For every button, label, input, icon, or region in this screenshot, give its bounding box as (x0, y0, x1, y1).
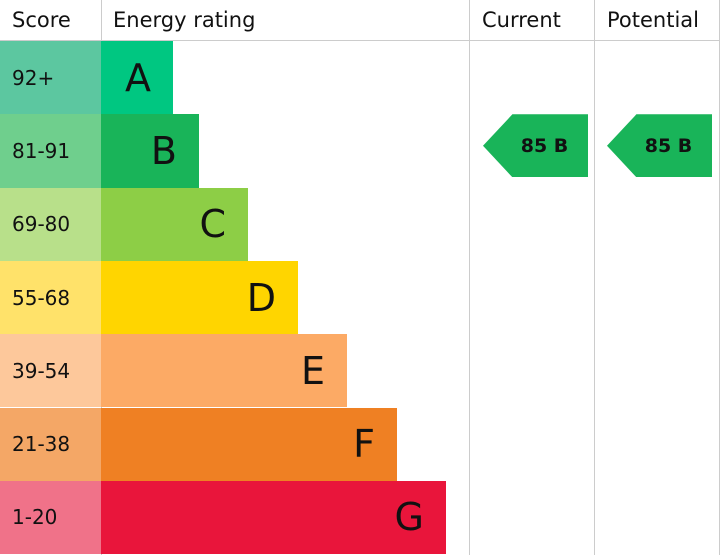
rating-bar: C (101, 187, 248, 261)
potential-arrow: 85 B (607, 114, 712, 178)
score-cell: 69-80 (0, 187, 101, 261)
score-cell: 1-20 (0, 480, 101, 555)
score-cell: 92+ (0, 41, 101, 115)
rating-bar: F (101, 407, 397, 481)
rating-bar: D (101, 260, 298, 335)
score-cell: 21-38 (0, 407, 101, 481)
score-cell: 81-91 (0, 114, 101, 188)
rating-bar: E (101, 334, 347, 408)
current-arrow: 85 B (483, 114, 588, 178)
header-current: Current (470, 0, 595, 41)
score-cell: 39-54 (0, 334, 101, 408)
divider (469, 0, 470, 555)
header-score: Score (0, 0, 101, 41)
divider (594, 0, 595, 555)
header-potential: Potential (595, 0, 720, 41)
rating-bar: A (101, 41, 173, 115)
header-rating: Energy rating (101, 0, 470, 41)
score-cell: 55-68 (0, 260, 101, 335)
rating-bar: G (101, 480, 446, 555)
rating-bar: B (101, 114, 199, 188)
